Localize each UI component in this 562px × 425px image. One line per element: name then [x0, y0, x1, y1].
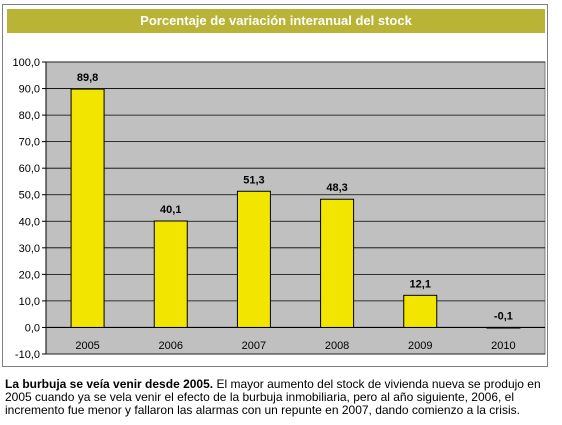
data-label-2008: 48,3 [326, 182, 347, 194]
data-label-2010: -0,1 [494, 310, 513, 322]
chart-title: Porcentaje de variación interanual del s… [7, 9, 545, 33]
x-tick-label-2005: 2005 [75, 340, 99, 352]
x-tick-label-2007: 2007 [242, 340, 266, 352]
plot-area [45, 61, 546, 355]
y-tick-label: 100,0 [12, 57, 40, 69]
data-label-2006: 40,1 [160, 204, 181, 216]
bar-2009 [403, 294, 438, 328]
bar-2010 [486, 326, 521, 329]
y-tick-label: 50,0 [19, 190, 40, 202]
x-tick-label-2006: 2006 [159, 340, 183, 352]
bar-2006 [153, 220, 188, 328]
y-tick-label: 80,0 [19, 110, 40, 122]
caption: La burbuja se veía venir desde 2005. El … [5, 378, 557, 417]
y-tick-label: 30,0 [19, 243, 40, 255]
y-tick-label: 10,0 [19, 296, 40, 308]
caption-body: El mayor aumento del stock de vivienda n… [5, 377, 541, 417]
y-tick-label: 0,0 [25, 322, 40, 334]
y-tick-label: 40,0 [19, 216, 40, 228]
y-tick-label: 60,0 [19, 163, 40, 175]
data-label-2007: 51,3 [243, 174, 264, 186]
x-tick-label-2009: 2009 [408, 340, 432, 352]
data-label-2009: 12,1 [410, 278, 431, 290]
data-label-2005: 89,8 [77, 72, 98, 84]
y-tick-label: -10,0 [15, 349, 40, 361]
y-tick-label: 70,0 [19, 137, 40, 149]
caption-lead: La burbuja se veía venir desde 2005. [5, 377, 214, 391]
bar-2007 [236, 190, 271, 328]
y-tick-label: 20,0 [19, 269, 40, 281]
bar-2005 [70, 88, 105, 328]
x-tick-label-2008: 2008 [325, 340, 349, 352]
y-tick-label: 90,0 [19, 84, 40, 96]
x-tick-label-2010: 2010 [491, 340, 515, 352]
bar-chart: 100,0 90,0 80,0 70,0 60,0 50,0 40,0 30,0 20,0 10,… [12, 57, 546, 361]
bar-2008 [320, 198, 355, 328]
